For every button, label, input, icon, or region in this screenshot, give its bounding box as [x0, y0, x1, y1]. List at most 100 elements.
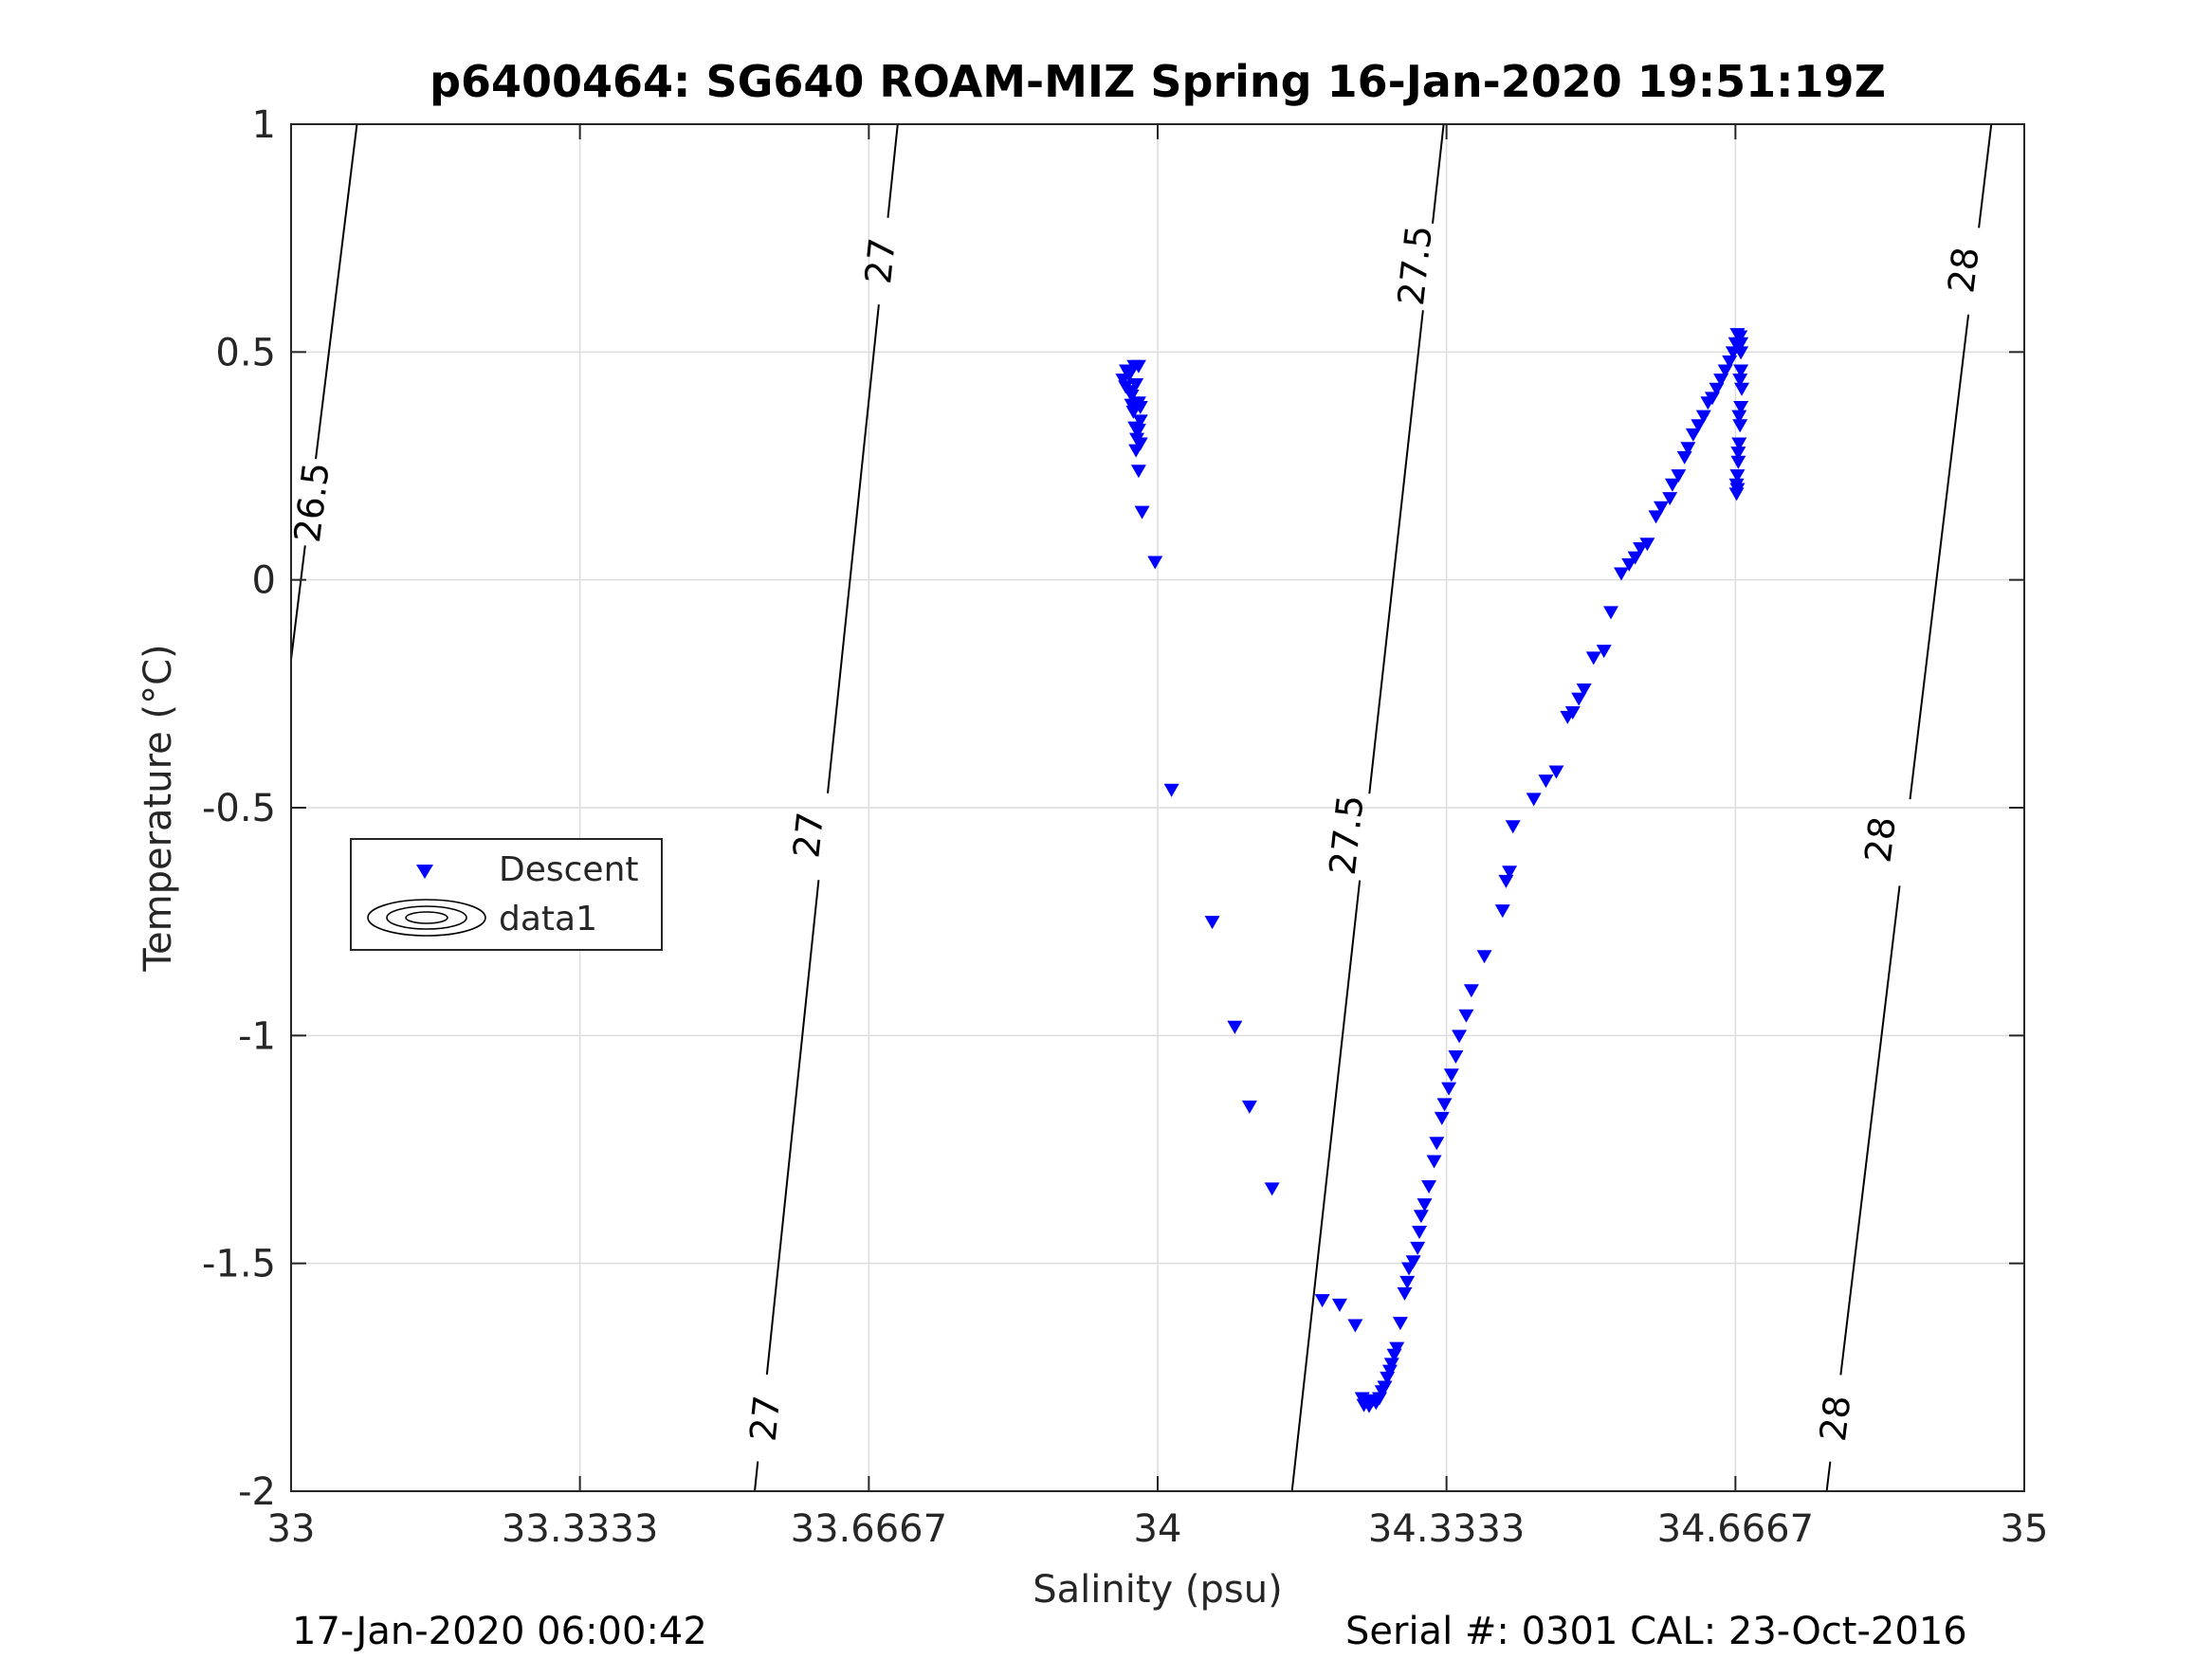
data-point	[1132, 414, 1148, 428]
data-point	[1417, 1198, 1433, 1212]
data-point	[1443, 1068, 1459, 1083]
legend-contour-icon	[367, 899, 486, 937]
contour-label-27-2: 27	[742, 1394, 789, 1444]
data-point	[1413, 1210, 1429, 1224]
contour-line-28-seg-3	[1825, 1461, 1832, 1492]
data-point	[1434, 1111, 1450, 1125]
contour-line-27.5-seg-2	[1290, 880, 1362, 1492]
data-point	[1463, 984, 1479, 998]
data-point	[1314, 1294, 1330, 1308]
data-point	[1576, 684, 1592, 698]
data-point	[1621, 557, 1637, 572]
data-point	[1526, 793, 1542, 807]
data-point	[1119, 364, 1135, 378]
data-point	[1732, 330, 1748, 344]
contour-line-28-seg-2	[1839, 885, 1901, 1376]
data-point	[1130, 396, 1146, 410]
data-point	[1441, 1082, 1457, 1096]
data-point	[1639, 538, 1655, 552]
x-tick-label: 33.6667	[791, 1507, 947, 1551]
data-point	[1603, 606, 1619, 620]
data-point	[1731, 437, 1747, 451]
data-point	[1502, 866, 1518, 880]
legend-box	[350, 838, 663, 951]
data-point	[1227, 1020, 1243, 1034]
data-point	[1163, 783, 1179, 797]
data-point	[1494, 904, 1510, 919]
data-point	[1691, 419, 1707, 433]
data-point	[1377, 1380, 1393, 1395]
data-point	[1436, 1098, 1453, 1112]
data-point	[1571, 692, 1587, 706]
contour-label-27-1: 27	[785, 811, 832, 861]
data-point	[1392, 1317, 1408, 1331]
contour-line-26.5-seg-1	[290, 545, 306, 660]
chart-title: p6400464: SG640 ROAM-MIZ Spring 16-Jan-2…	[430, 56, 1886, 107]
contour-line-27-seg-0	[887, 123, 899, 218]
data-point	[1505, 820, 1521, 834]
data-point	[1654, 501, 1670, 515]
contour-label-27.5-1: 27.5	[1322, 793, 1372, 877]
data-point	[1132, 437, 1148, 451]
data-point	[1452, 1030, 1468, 1044]
y-tick-label: -0.5	[202, 787, 276, 830]
density-contours: 26.5 27 27 27 27.5 27.5 28 28 28	[286, 123, 1993, 1492]
footer-timestamp: 17-Jan-2020 06:00:42	[292, 1610, 707, 1653]
data-point	[1130, 359, 1146, 374]
contour-label-27-0: 27	[857, 236, 904, 286]
contour-line-28-seg-0	[1978, 123, 1993, 228]
data-point	[1264, 1182, 1280, 1196]
data-point	[1633, 542, 1649, 556]
data-point	[1729, 469, 1746, 483]
contour-line-27.5-seg-0	[1432, 123, 1445, 224]
contour-label-28-1: 28	[1857, 814, 1904, 865]
data-point	[1709, 382, 1725, 396]
data-point	[1733, 337, 1749, 351]
y-tick-label: 0.5	[215, 331, 276, 374]
data-point	[1713, 374, 1729, 388]
data-point	[1405, 1255, 1421, 1269]
data-point	[1448, 1049, 1464, 1064]
data-point	[1429, 1137, 1445, 1151]
footer-serial-cal: Serial #: 0301 CAL: 23-Oct-2016	[1345, 1610, 1967, 1653]
data-point	[1399, 1275, 1416, 1289]
legend: Descent data1	[350, 838, 663, 951]
data-point	[1125, 405, 1142, 419]
data-point	[1664, 478, 1680, 492]
contour-label-28-2: 28	[1812, 1393, 1858, 1443]
data-point	[1347, 1319, 1363, 1333]
data-point	[1128, 377, 1144, 392]
data-point	[1381, 1364, 1398, 1378]
data-point	[1731, 410, 1747, 424]
y-tick-label: -1	[238, 1014, 276, 1058]
legend-descent-label: Descent	[499, 850, 639, 889]
contour-line-26.5-seg-0	[315, 123, 358, 460]
data-point	[1147, 556, 1163, 570]
data-point	[1729, 483, 1746, 497]
data-point	[1410, 1241, 1426, 1255]
contour-label-27.5-0: 27.5	[1390, 224, 1440, 308]
data-point	[1733, 401, 1749, 415]
data-point	[1730, 455, 1746, 469]
x-axis-label: Salinity (psu)	[1033, 1568, 1282, 1612]
data-point	[1585, 651, 1601, 665]
data-point	[1458, 1009, 1474, 1023]
data-point	[1130, 424, 1146, 438]
y-axis-label: Temperature (°C)	[137, 644, 180, 972]
y-tick-label: -2	[238, 1470, 276, 1514]
data-point	[1704, 392, 1720, 406]
data-point	[1397, 1286, 1413, 1301]
data-point	[1680, 442, 1696, 456]
data-point	[1538, 775, 1554, 789]
data-point	[1717, 364, 1733, 378]
data-point	[1685, 428, 1701, 442]
contour-line-27-seg-1	[826, 304, 880, 793]
data-point	[1124, 389, 1140, 403]
data-point	[1627, 551, 1643, 565]
data-point	[1564, 706, 1581, 720]
x-tick-label: 33.3333	[502, 1507, 658, 1551]
x-tick-label: 34	[1134, 1507, 1182, 1551]
contour-line-27-seg-3	[753, 1461, 759, 1492]
data-point	[1389, 1341, 1405, 1356]
